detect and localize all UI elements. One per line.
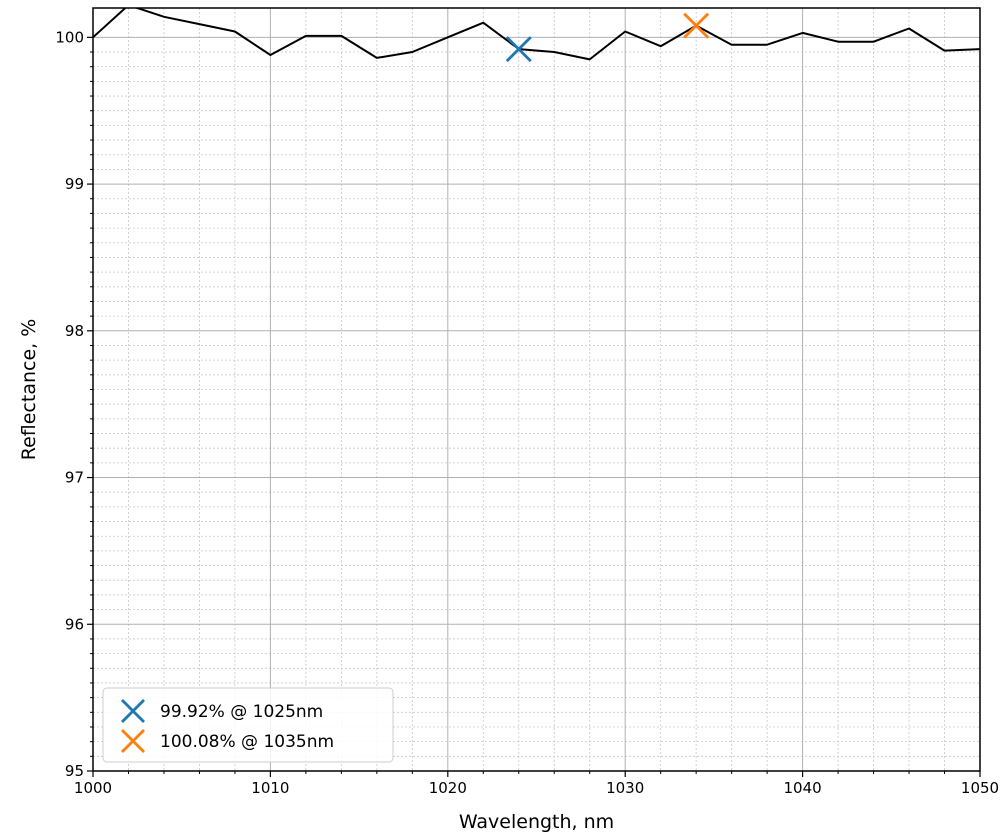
series-layer (93, 8, 980, 61)
y-axis-label: Reflectance, % (18, 319, 40, 461)
legend-marker-icon (121, 699, 145, 723)
minor-grid (93, 8, 980, 771)
x-marker-stroke (505, 36, 532, 63)
x-tick-label: 1020 (429, 779, 467, 797)
x-tick-labels: 1000 1010 1020 1030 1040 1050 (74, 779, 999, 797)
legend-marker-icon (121, 729, 145, 753)
plot-frame (92, 7, 981, 772)
axis-ticks (87, 36, 981, 777)
x-tick-label: 1000 (74, 779, 112, 797)
x-marker-stroke (121, 699, 145, 723)
y-tick-label: 100 (55, 28, 84, 46)
legend-box (102, 687, 394, 763)
y-tick-labels: 95 96 97 98 99 100 (55, 28, 84, 780)
x-tick-label: 1040 (784, 779, 822, 797)
legend-label: 99.92% @ 1025nm (160, 702, 323, 722)
x-axis-label: Wavelength, nm (459, 811, 614, 833)
y-tick-label: 99 (65, 175, 84, 193)
y-tick-label: 97 (65, 469, 84, 487)
x-tick-label: 1010 (251, 779, 289, 797)
data-marker (683, 12, 710, 39)
marker-layer (505, 12, 710, 63)
reflectance-series-line (93, 8, 980, 61)
y-tick-label: 98 (65, 322, 84, 340)
y-tick-label: 96 (65, 615, 84, 633)
y-tick-label: 95 (65, 762, 84, 780)
x-marker-stroke (683, 12, 710, 39)
legend: 99.92% @ 1025nm 100.08% @ 1035nm (102, 687, 394, 763)
x-marker-stroke (121, 729, 145, 753)
legend-label: 100.08% @ 1035nm (160, 732, 334, 752)
x-tick-label: 1030 (606, 779, 644, 797)
x-tick-label: 1050 (961, 779, 999, 797)
data-marker (505, 36, 532, 63)
